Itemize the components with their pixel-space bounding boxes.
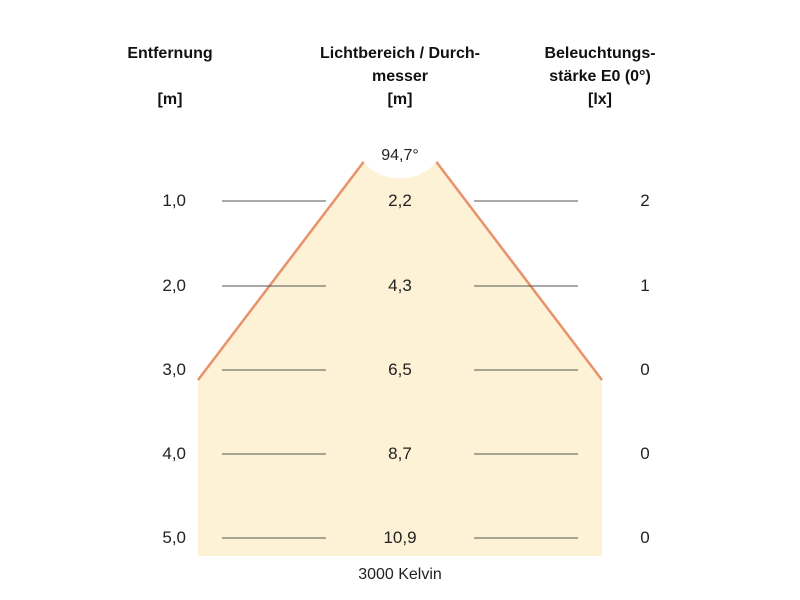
row-1-diameter: 2,2 bbox=[388, 191, 412, 210]
row-3-distance: 3,0 bbox=[162, 360, 186, 379]
row-5-diameter: 10,9 bbox=[383, 528, 417, 547]
row-3-illuminance: 0 bbox=[640, 360, 650, 379]
row-2-illuminance: 1 bbox=[640, 276, 650, 295]
row-3-diameter: 6,5 bbox=[388, 360, 412, 379]
diameter-header: Lichtbereich / Durch- messer [m] bbox=[300, 42, 500, 111]
row-4-diameter: 8,7 bbox=[388, 444, 412, 463]
illuminance-header-line-2: stärke E0 (0°) bbox=[549, 68, 651, 85]
distance-header-line-1: Entfernung bbox=[127, 45, 213, 62]
illuminance-header-unit: [lx] bbox=[588, 91, 612, 108]
row-1-distance: 1,0 bbox=[162, 191, 186, 210]
illuminance-header-line-1: Beleuchtungs- bbox=[544, 45, 656, 62]
row-2-distance: 2,0 bbox=[162, 276, 186, 295]
beam-angle-label: 94,7° bbox=[381, 147, 419, 164]
diameter-header-line-1: Lichtbereich / Durch- bbox=[319, 45, 481, 62]
color-temperature-label: 3000 Kelvin bbox=[358, 566, 442, 583]
guide-lines bbox=[222, 200, 578, 539]
row-1-illuminance: 2 bbox=[640, 191, 650, 210]
illuminance-header: Beleuchtungs- stärke E0 (0°) [lx] bbox=[520, 42, 680, 111]
diameter-header-unit: [m] bbox=[387, 91, 413, 108]
distance-header-unit: [m] bbox=[157, 91, 183, 108]
row-5-illuminance: 0 bbox=[640, 528, 650, 547]
beam-area bbox=[198, 114, 602, 556]
row-5-distance: 5,0 bbox=[162, 528, 186, 547]
diameter-header-line-2: messer bbox=[371, 68, 429, 85]
row-4-illuminance: 0 bbox=[640, 444, 650, 463]
row-4-distance: 4,0 bbox=[162, 444, 186, 463]
distance-header: Entfernung [m] bbox=[110, 42, 230, 111]
angle-label-backdrop bbox=[362, 110, 438, 179]
row-2-diameter: 4,3 bbox=[388, 276, 412, 295]
